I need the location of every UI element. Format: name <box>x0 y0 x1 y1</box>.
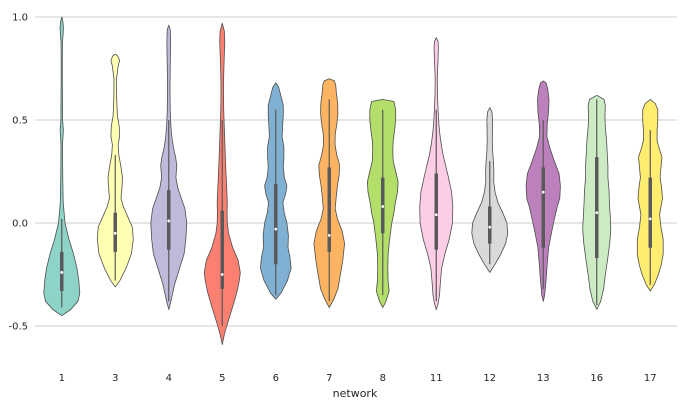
x-tick-label: 5 <box>219 373 225 384</box>
y-tick-label: 1.0 <box>12 13 28 24</box>
x-tick-label: 13 <box>537 373 550 384</box>
x-tick-label: 1 <box>59 373 65 384</box>
median-network-12 <box>488 225 492 229</box>
y-tick-label: 0.5 <box>12 116 28 127</box>
median-network-13 <box>541 190 545 194</box>
x-tick-label: 7 <box>326 373 332 384</box>
x-tick-label: 16 <box>590 373 603 384</box>
y-tick-label: 0.0 <box>12 219 28 230</box>
y-tick-label: -0.5 <box>8 322 28 333</box>
median-network-5 <box>220 273 224 276</box>
median-network-11 <box>434 213 438 217</box>
x-tick-labels: 1 3 4 5 6 7 8 11 12 13 16 17 <box>59 373 657 384</box>
gridlines <box>35 16 677 327</box>
violin-network-1 <box>43 16 81 317</box>
x-axis-title: network <box>333 387 378 400</box>
median-network-4 <box>167 219 171 223</box>
x-tick-label: 8 <box>380 373 386 384</box>
median-network-1 <box>60 271 64 274</box>
median-network-17 <box>648 217 652 221</box>
violins <box>43 16 664 345</box>
median-network-16 <box>595 211 599 215</box>
median-network-8 <box>381 205 385 208</box>
median-network-6 <box>274 227 278 231</box>
x-tick-label: 11 <box>430 373 443 384</box>
median-network-7 <box>327 233 331 237</box>
y-tick-labels: -0.5 0.0 0.5 1.0 <box>8 13 28 333</box>
x-tick-label: 12 <box>483 373 496 384</box>
x-tick-label: 3 <box>112 373 118 384</box>
x-tick-label: 4 <box>166 373 172 384</box>
median-network-3 <box>113 231 117 235</box>
x-tick-label: 6 <box>273 373 279 384</box>
x-tick-label: 17 <box>644 373 657 384</box>
